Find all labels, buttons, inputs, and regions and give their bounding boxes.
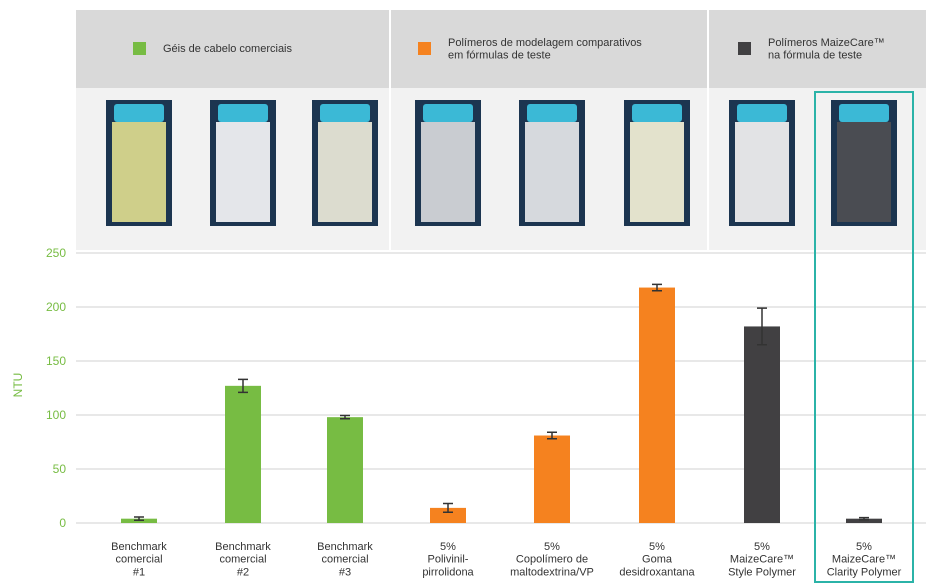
legend-swatch	[133, 42, 146, 55]
y-axis-title: NTU	[11, 373, 25, 398]
y-tick-label: 0	[59, 516, 66, 530]
y-tick-label: 150	[46, 354, 66, 368]
x-tick-label: 5% MaizeCare™ Style Polymer	[728, 541, 796, 578]
legend-band	[76, 10, 926, 88]
bar	[744, 326, 780, 523]
error-bar	[238, 378, 248, 394]
highlight-box	[814, 91, 914, 583]
x-tick-label: 5% Polivinil-pirrolidona	[422, 541, 474, 578]
bar	[225, 385, 261, 523]
error-bar	[547, 431, 557, 440]
jar-cap	[218, 104, 268, 122]
y-tick-label: 50	[53, 462, 67, 476]
legend-swatch	[738, 42, 751, 55]
x-tick-label: 5% Goma desidroxantana	[619, 541, 695, 578]
bar	[430, 507, 466, 523]
photo-band	[76, 88, 926, 250]
jar-cap	[839, 104, 889, 122]
error-bar	[443, 502, 453, 513]
jar-body	[216, 122, 270, 222]
jar-body	[112, 122, 166, 222]
jar-body	[318, 122, 372, 222]
x-tick-label: Benchmark comercial #2	[215, 541, 271, 578]
jar-body	[630, 122, 684, 222]
jar-body	[837, 122, 891, 222]
x-tick-label: Benchmark comercial #3	[317, 541, 373, 578]
x-tick-label: 5% MaizeCare™ Clarity Polymer	[827, 541, 902, 578]
error-bar	[859, 516, 869, 521]
legend-swatch	[418, 42, 431, 55]
jar-cap	[527, 104, 577, 122]
y-tick-label: 200	[46, 300, 66, 314]
error-bar	[340, 414, 350, 420]
bar	[327, 417, 363, 523]
jar-body	[421, 122, 475, 222]
legend-label: Polímeros MaizeCare™ na fórmula de teste	[768, 37, 885, 62]
x-tick-label: 5% Copolímero de maltodextrina/VP	[510, 541, 594, 578]
jar-cap	[114, 104, 164, 122]
jar-body	[735, 122, 789, 222]
jar-cap	[632, 104, 682, 122]
y-tick-label: 100	[46, 408, 66, 422]
error-bar	[134, 516, 144, 522]
bar	[846, 518, 882, 523]
error-bar	[757, 307, 767, 346]
bar	[534, 435, 570, 523]
bar	[639, 287, 675, 523]
legend-label: Polímeros de modelagem comparativos em fó…	[448, 37, 642, 62]
y-tick-label: 250	[46, 246, 66, 260]
jar-cap	[423, 104, 473, 122]
legend-label: Géis de cabelo comerciais	[163, 43, 293, 55]
error-bar	[652, 283, 662, 292]
x-tick-label: Benchmark comercial #1	[111, 541, 167, 578]
jar-body	[525, 122, 579, 222]
jar-cap	[320, 104, 370, 122]
jar-cap	[737, 104, 787, 122]
